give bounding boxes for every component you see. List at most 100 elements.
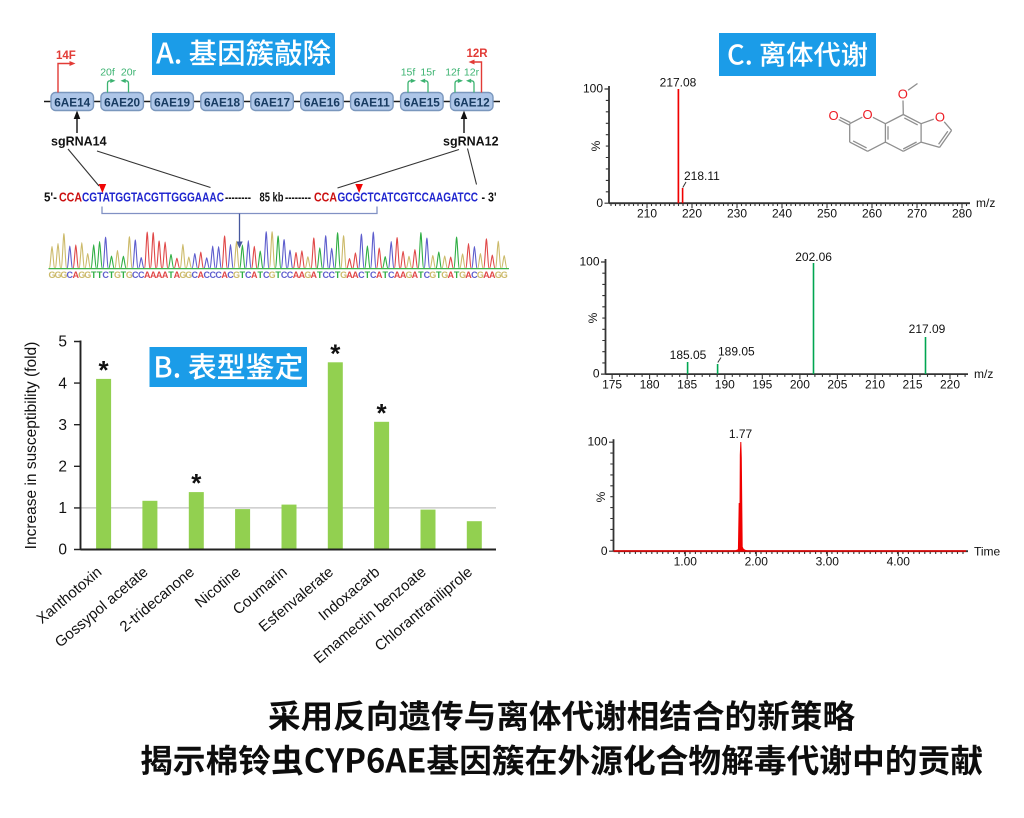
svg-text:0: 0: [593, 367, 600, 381]
svg-text:C: C: [287, 270, 294, 280]
svg-text:C: C: [138, 270, 145, 280]
svg-text:189.05: 189.05: [718, 345, 755, 359]
svg-text:1.00: 1.00: [674, 555, 698, 569]
svg-text:205: 205: [827, 378, 847, 392]
svg-text:Increase in susceptibility (fo: Increase in susceptibility (fold): [23, 342, 40, 550]
svg-text:5: 5: [58, 334, 67, 351]
svg-text:G: G: [185, 270, 192, 280]
svg-text:*: *: [99, 355, 110, 385]
svg-text:3: 3: [58, 417, 67, 434]
svg-text:CCA: CCA: [59, 190, 82, 205]
svg-text:T: T: [109, 270, 115, 280]
svg-text:218.11: 218.11: [684, 169, 720, 183]
svg-text:T: T: [382, 270, 388, 280]
svg-text:A: A: [483, 270, 490, 280]
svg-text:6AE20: 6AE20: [104, 96, 140, 110]
svg-text:217.08: 217.08: [660, 76, 697, 90]
svg-text:*: *: [191, 468, 202, 498]
svg-text:15f: 15f: [401, 67, 416, 79]
svg-text:C: C: [245, 270, 252, 280]
svg-text:14F: 14F: [56, 50, 76, 62]
svg-text:--------: --------: [285, 190, 311, 205]
svg-text:210: 210: [637, 207, 657, 221]
svg-text:0: 0: [601, 544, 608, 558]
svg-text:A: A: [400, 270, 407, 280]
svg-text:C: C: [281, 270, 288, 280]
svg-text:C: C: [209, 270, 216, 280]
svg-text:20r: 20r: [121, 67, 137, 79]
svg-text:A: A: [465, 270, 472, 280]
svg-text:217.09: 217.09: [909, 322, 946, 336]
svg-text:C: C: [192, 270, 199, 280]
svg-text:*: *: [330, 338, 341, 368]
svg-text:m/z: m/z: [974, 367, 993, 381]
svg-text:G: G: [477, 270, 484, 280]
svg-text:G: G: [60, 270, 67, 280]
svg-text:C: C: [388, 270, 395, 280]
svg-text:T: T: [97, 270, 103, 280]
svg-text:4: 4: [58, 375, 67, 392]
svg-text:100: 100: [583, 82, 603, 96]
svg-text:C: C: [471, 270, 478, 280]
svg-text:250: 250: [817, 207, 837, 221]
svg-text:6AE17: 6AE17: [254, 96, 290, 110]
svg-text:G: G: [269, 270, 276, 280]
svg-text:G: G: [114, 270, 121, 280]
svg-text:C: C: [424, 270, 431, 280]
svg-text:C: C: [67, 270, 74, 280]
svg-text:6AE19: 6AE19: [154, 96, 190, 110]
svg-text:G: G: [429, 270, 436, 280]
svg-text:T: T: [365, 270, 371, 280]
svg-text:2.00: 2.00: [745, 555, 769, 569]
svg-text:T: T: [121, 270, 127, 280]
svg-text:T: T: [275, 270, 281, 280]
svg-text:G: G: [78, 270, 85, 280]
svg-text:220: 220: [940, 378, 960, 392]
svg-text:m/z: m/z: [976, 196, 995, 210]
svg-text:100: 100: [587, 435, 607, 449]
svg-text:200: 200: [790, 378, 810, 392]
svg-text:280: 280: [952, 207, 972, 221]
svg-text:G: G: [495, 270, 502, 280]
svg-text:G: G: [501, 270, 508, 280]
svg-text:215: 215: [902, 378, 922, 392]
svg-text:C: C: [322, 270, 329, 280]
svg-text:A: A: [346, 270, 353, 280]
svg-text:G: G: [84, 270, 91, 280]
svg-text:5'-: 5'-: [44, 190, 57, 205]
svg-text:G: G: [126, 270, 133, 280]
svg-text:C: C: [227, 270, 234, 280]
svg-text:sgRNA14: sgRNA14: [51, 135, 107, 149]
svg-text:A: A: [150, 270, 157, 280]
svg-text:190: 190: [715, 378, 735, 392]
svg-text:230: 230: [727, 207, 747, 221]
svg-text:--------: --------: [225, 190, 251, 205]
svg-text:G: G: [304, 270, 311, 280]
svg-text:6AE18: 6AE18: [204, 96, 240, 110]
svg-text:12R: 12R: [467, 48, 489, 60]
svg-text:G: G: [179, 270, 186, 280]
svg-text:O: O: [863, 107, 873, 122]
svg-text:%: %: [594, 491, 608, 502]
svg-text:185.05: 185.05: [670, 348, 707, 362]
svg-text:C: C: [102, 270, 109, 280]
svg-text:O: O: [828, 108, 838, 123]
svg-text:C: C: [215, 270, 222, 280]
svg-text:sgRNA12: sgRNA12: [443, 135, 499, 149]
svg-text:T: T: [168, 270, 174, 280]
svg-text:A: A: [412, 270, 419, 280]
svg-text:A: A: [156, 270, 163, 280]
svg-text:G: G: [441, 270, 448, 280]
svg-text:3.00: 3.00: [816, 555, 840, 569]
svg-text:O: O: [935, 110, 945, 125]
svg-text:12r: 12r: [464, 67, 480, 79]
svg-text:A: A: [447, 270, 454, 280]
svg-text:A: A: [311, 270, 318, 280]
svg-text:C: C: [132, 270, 139, 280]
svg-text:A: A: [293, 270, 300, 280]
svg-text:G: G: [340, 270, 347, 280]
svg-text:C: C: [263, 270, 270, 280]
svg-text:12f: 12f: [445, 67, 460, 79]
svg-text:O: O: [898, 87, 908, 102]
svg-text:6AE11: 6AE11: [354, 96, 390, 110]
